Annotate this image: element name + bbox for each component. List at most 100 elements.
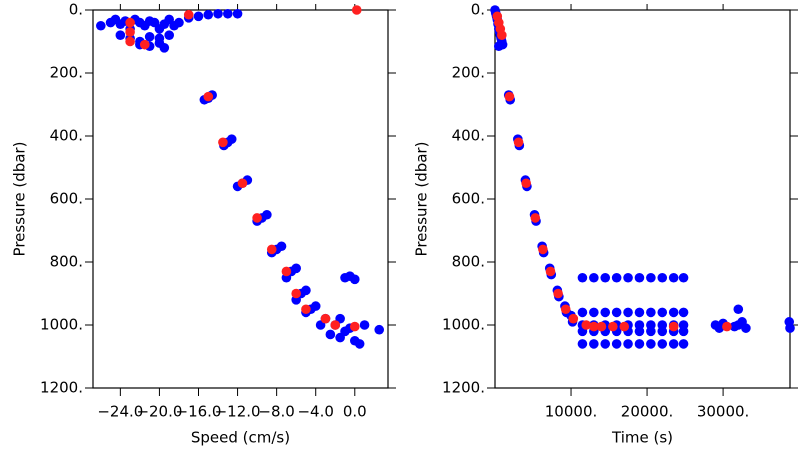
data-point xyxy=(125,27,135,37)
data-point xyxy=(252,213,262,223)
data-point xyxy=(521,178,531,189)
data-point xyxy=(589,272,599,283)
data-point xyxy=(266,244,277,255)
data-point xyxy=(174,17,184,28)
data-point xyxy=(646,339,656,349)
data-point xyxy=(577,339,588,349)
data-point xyxy=(276,241,287,252)
data-point xyxy=(668,272,679,283)
data-point xyxy=(281,266,292,277)
data-point xyxy=(115,30,126,40)
data-point xyxy=(335,332,345,343)
y-tick-label: 1000. xyxy=(442,316,485,334)
y-tick-label: 800. xyxy=(452,253,485,271)
data-point xyxy=(538,244,548,255)
x-tick-label: −8.0 xyxy=(258,403,294,421)
data-point xyxy=(634,339,645,349)
y-tick-label: 0. xyxy=(471,1,485,19)
data-point xyxy=(301,304,311,315)
data-point xyxy=(600,339,611,349)
data-point xyxy=(193,11,204,22)
data-point xyxy=(668,339,679,349)
data-point xyxy=(589,339,599,349)
data-point xyxy=(600,272,611,283)
y-tick-label: 400. xyxy=(452,127,485,145)
y-tick-label: 200. xyxy=(50,64,83,82)
data-point xyxy=(291,288,301,299)
data-point xyxy=(619,321,630,332)
data-point xyxy=(785,323,795,333)
data-point xyxy=(513,137,524,148)
data-point xyxy=(310,301,321,311)
data-point xyxy=(668,307,679,318)
data-point xyxy=(634,307,645,318)
data-point xyxy=(623,272,633,283)
data-point xyxy=(125,36,135,47)
data-point xyxy=(678,272,689,283)
data-point xyxy=(611,339,622,349)
data-point xyxy=(223,8,233,19)
data-point xyxy=(646,307,656,318)
x-tick-label: −12.0 xyxy=(215,403,261,421)
data-point xyxy=(330,320,341,330)
data-point xyxy=(646,272,656,283)
data-point xyxy=(553,288,563,299)
data-point xyxy=(623,307,633,318)
data-point xyxy=(678,307,689,318)
data-point xyxy=(623,339,633,349)
data-point xyxy=(589,307,599,318)
x-axis-label: Speed (cm/s) xyxy=(191,429,290,447)
data-point xyxy=(203,9,214,20)
data-point xyxy=(646,326,656,337)
data-point xyxy=(577,272,588,283)
data-point xyxy=(577,307,588,318)
data-point xyxy=(320,313,331,324)
data-point xyxy=(611,307,622,318)
y-tick-label: 1200. xyxy=(40,379,83,397)
data-point xyxy=(657,326,668,337)
data-point xyxy=(96,20,106,31)
y-tick-label: 1000. xyxy=(40,316,83,334)
data-point xyxy=(203,91,214,102)
x-tick-label: −20.0 xyxy=(136,403,182,421)
data-point xyxy=(657,307,668,318)
data-point xyxy=(581,320,592,330)
data-point xyxy=(213,8,223,19)
x-tick-label: 0.0 xyxy=(343,403,367,421)
data-point xyxy=(741,323,751,333)
y-tick-label: 1200. xyxy=(442,379,485,397)
data-point xyxy=(349,321,360,332)
data-point xyxy=(596,321,607,332)
data-point xyxy=(351,5,362,15)
data-point xyxy=(183,9,194,20)
data-point xyxy=(226,134,237,144)
data-point xyxy=(345,271,355,281)
y-tick-label: 600. xyxy=(50,190,83,208)
data-point xyxy=(325,329,336,340)
data-point xyxy=(237,178,248,189)
data-point xyxy=(374,324,385,335)
data-point xyxy=(139,39,150,50)
y-tick-label: 0. xyxy=(69,1,83,19)
data-point xyxy=(504,91,515,102)
data-point xyxy=(733,304,744,315)
x-axis-label: Time (s) xyxy=(611,429,673,447)
data-point xyxy=(218,137,228,148)
data-point xyxy=(668,321,679,332)
x-tick-label: 30000. xyxy=(697,403,750,421)
data-point xyxy=(354,339,365,349)
data-point xyxy=(589,321,599,332)
data-point xyxy=(159,43,170,53)
data-point xyxy=(560,304,571,315)
y-tick-label: 600. xyxy=(452,190,485,208)
data-point xyxy=(232,8,243,19)
data-point xyxy=(359,320,370,330)
data-point xyxy=(125,17,135,28)
data-point xyxy=(657,339,668,349)
data-point xyxy=(568,313,579,324)
data-point xyxy=(497,30,507,40)
data-point xyxy=(678,339,689,349)
x-tick-label: 10000. xyxy=(545,403,598,421)
data-point xyxy=(164,30,174,40)
